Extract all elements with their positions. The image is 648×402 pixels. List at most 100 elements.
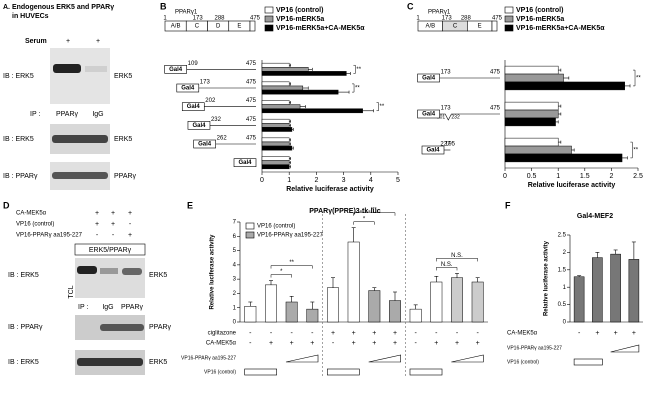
condition-sign: - <box>456 330 459 337</box>
condition-sign: + <box>352 340 356 347</box>
bar <box>504 65 559 75</box>
significance-label: * <box>363 216 366 222</box>
blot-row-label: IB : ERK5 <box>3 73 34 80</box>
band-label: ERK5 <box>149 359 167 366</box>
condition-sign: - <box>290 330 293 337</box>
ramp <box>368 354 401 363</box>
bar <box>261 145 293 151</box>
panel-letter: D <box>3 200 10 210</box>
condition-label: VP16 (control) <box>204 369 236 375</box>
gal4-label: Gal4 <box>238 160 252 166</box>
condition-sign: + <box>66 38 70 45</box>
condition-sign: - <box>249 330 252 337</box>
x-tick-label: 2 <box>314 177 318 184</box>
y-tick-label: 5 <box>233 248 237 254</box>
ramp <box>610 344 640 353</box>
y-tick-label: 4 <box>233 262 237 268</box>
condition-label: VP16-PPARγ aa195-227 <box>181 355 236 361</box>
position-label: 173 <box>193 16 204 22</box>
construct-end: 475 <box>246 136 257 142</box>
bar <box>347 241 360 323</box>
significance-bracket <box>353 212 396 216</box>
construct-start: 173 <box>441 70 452 76</box>
condition-sign: - <box>414 330 417 337</box>
condition-sign: - <box>96 232 99 239</box>
bar <box>285 301 298 323</box>
blot-d-shapes <box>74 243 146 375</box>
domain-label: E <box>478 24 482 30</box>
blot-row-label: IB : ERK5 <box>8 272 39 279</box>
significance-bracket <box>630 141 633 159</box>
legend-swatch <box>264 15 274 23</box>
gal4-label: Gal4 <box>192 123 206 129</box>
significance-label: ** <box>633 148 638 154</box>
significance-bracket <box>376 102 379 112</box>
deletion-label: 201 <box>437 114 446 120</box>
legend-label: VP16-mERK5a+CA-MEK5α <box>516 25 605 32</box>
blot-row-label: IB : ERK5 <box>8 359 39 366</box>
bar <box>573 276 585 323</box>
x-tick-label: 2.5 <box>633 173 643 180</box>
ip-label: IP : <box>78 304 88 311</box>
condition-sign: - <box>112 232 115 239</box>
band <box>53 64 81 73</box>
blot <box>75 258 145 298</box>
position-label: 1 <box>163 16 167 22</box>
lane-label: PPARγ <box>56 111 79 118</box>
condition-label: VP16 (control) <box>16 222 54 228</box>
condition-sign: - <box>249 340 252 347</box>
blot-row-label: IB : ERK5 <box>3 136 34 143</box>
condition-label: VP16 (control) <box>507 359 539 365</box>
significance-bracket <box>353 221 375 225</box>
band-label: ERK5 <box>149 272 167 279</box>
domain-box <box>249 20 256 32</box>
condition-sign: + <box>455 340 459 347</box>
legend-label: VP16 (control) <box>516 7 563 14</box>
gal4-label: Gal4 <box>187 104 201 110</box>
panel-subtitle: in HUVECs <box>12 13 49 20</box>
condition-sign: - <box>332 340 335 347</box>
band <box>52 172 108 179</box>
condition-sign: + <box>393 340 397 347</box>
control-box <box>573 358 603 366</box>
x-tick-label: 0 <box>260 177 264 184</box>
y-tick-label: 1 <box>563 285 567 291</box>
y-tick-label: 3 <box>233 277 237 283</box>
condition-sign: - <box>311 330 314 337</box>
condition-sign: + <box>372 340 376 347</box>
condition-sign: + <box>128 232 132 239</box>
y-tick-label: 2 <box>233 291 237 297</box>
bar <box>451 277 463 323</box>
domain-label: D <box>216 24 221 30</box>
domain-label: E <box>237 24 241 30</box>
condition-sign: + <box>269 340 273 347</box>
panel-letter: C <box>407 1 414 11</box>
bar <box>261 81 290 87</box>
bar <box>368 290 381 323</box>
significance-bracket <box>270 265 313 269</box>
significance-bracket <box>353 64 356 74</box>
condition-sign: + <box>111 210 115 217</box>
bar <box>504 145 572 155</box>
condition-sign: - <box>435 330 438 337</box>
x-tick-label: 0.5 <box>527 173 537 180</box>
gal4-label: Gal4 <box>181 86 195 92</box>
panel-letter: F <box>505 200 511 210</box>
gal4-label: Gal4 <box>426 148 440 154</box>
bar <box>592 257 603 323</box>
band <box>100 268 118 274</box>
band-label: ERK5 <box>114 136 132 143</box>
blot-a-shapes <box>50 48 110 190</box>
condition-sign: + <box>393 330 397 337</box>
condition-sign: + <box>290 340 294 347</box>
bar <box>244 306 257 323</box>
condition-label: ciglitazone <box>208 331 237 337</box>
condition-sign: + <box>614 330 618 337</box>
condition-sign: + <box>476 340 480 347</box>
x-tick-label: 1.5 <box>580 173 590 180</box>
y-axis-label: Relative luciferase activity <box>210 234 216 310</box>
control-box <box>244 368 277 376</box>
position-label: 1 <box>416 16 420 22</box>
significance-label: N.S. <box>441 262 453 268</box>
